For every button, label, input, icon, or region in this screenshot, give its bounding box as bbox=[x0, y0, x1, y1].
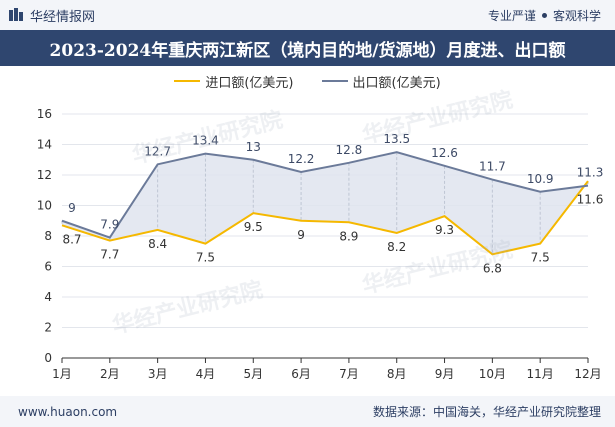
chart-legend: 进口额(亿美元) 出口额(亿美元) bbox=[0, 70, 615, 92]
data-label-import-8: 9.3 bbox=[435, 223, 454, 237]
footer: www.huaon.com 数据来源：中国海关，华经产业研究院整理 bbox=[0, 396, 615, 427]
fill-between-area bbox=[62, 152, 588, 255]
x-tick-label-5: 6月 bbox=[291, 367, 311, 381]
top-bar: 华经情报网 专业严谨 客观科学 bbox=[0, 0, 615, 30]
brand-logo-icon bbox=[9, 8, 23, 21]
legend-label-import: 进口额(亿美元) bbox=[205, 75, 294, 91]
x-tick-label-7: 8月 bbox=[387, 367, 407, 381]
data-label-export-10: 10.9 bbox=[527, 172, 554, 186]
data-label-export-11: 11.3 bbox=[577, 166, 604, 180]
data-label-export-5: 12.2 bbox=[288, 152, 315, 166]
footer-website[interactable]: www.huaon.com bbox=[18, 404, 118, 419]
y-tick-label-2: 4 bbox=[44, 290, 52, 304]
data-label-import-10: 7.5 bbox=[531, 251, 550, 265]
x-tick-label-3: 4月 bbox=[196, 367, 216, 381]
data-label-import-5: 9 bbox=[297, 228, 305, 242]
legend-swatch-export bbox=[321, 80, 348, 82]
data-label-import-3: 7.5 bbox=[196, 251, 215, 265]
series-line-0 bbox=[61, 180, 589, 256]
x-tick-label-2: 3月 bbox=[148, 367, 168, 381]
x-tick-label-10: 11月 bbox=[527, 367, 554, 381]
data-label-import-2: 8.4 bbox=[148, 237, 167, 251]
data-label-import-11: 11.6 bbox=[577, 193, 604, 207]
legend-swatch-import bbox=[174, 80, 201, 82]
brand[interactable]: 华经情报网 bbox=[8, 6, 95, 25]
data-label-export-7: 13.5 bbox=[383, 132, 410, 146]
chart-title: 2023-2024年重庆两江新区（境内目的地/货源地）月度进、出口额 bbox=[0, 30, 615, 66]
x-tick-label-0: 1月 bbox=[52, 367, 72, 381]
data-label-export-6: 12.8 bbox=[336, 143, 363, 157]
legend-item-export[interactable]: 出口额(亿美元) bbox=[321, 72, 441, 91]
y-tick-label-3: 6 bbox=[44, 260, 52, 274]
y-tick-label-7: 14 bbox=[37, 138, 52, 152]
data-label-import-0: 8.7 bbox=[62, 232, 81, 246]
data-label-export-1: 7.9 bbox=[100, 218, 119, 232]
y-tick-label-5: 10 bbox=[37, 199, 52, 213]
x-tick-label-9: 10月 bbox=[479, 367, 506, 381]
x-tick-label-4: 5月 bbox=[243, 367, 263, 381]
y-tick-label-8: 16 bbox=[37, 107, 52, 121]
data-label-import-1: 7.7 bbox=[100, 248, 119, 262]
y-tick-label-4: 8 bbox=[44, 229, 52, 243]
x-tick-label-6: 7月 bbox=[339, 367, 359, 381]
data-label-export-4: 13 bbox=[246, 140, 261, 154]
data-label-export-9: 11.7 bbox=[479, 160, 506, 174]
separator-dot-icon bbox=[541, 12, 547, 18]
x-tick-label-8: 9月 bbox=[435, 367, 455, 381]
tagline-right: 客观科学 bbox=[552, 8, 601, 23]
data-label-export-3: 13.4 bbox=[192, 134, 219, 148]
brand-name: 华经情报网 bbox=[30, 9, 96, 25]
data-label-import-9: 6.8 bbox=[483, 261, 502, 275]
legend-label-export: 出口额(亿美元) bbox=[352, 75, 441, 91]
series-line-1 bbox=[61, 151, 589, 239]
data-label-export-2: 12.7 bbox=[144, 144, 171, 158]
data-label-import-6: 8.9 bbox=[339, 229, 358, 243]
x-tick-label-1: 2月 bbox=[100, 367, 120, 381]
line-chart: 0 2 4 6 8 10 12 14 16 1月 2月 3月 4月 5月 6月 7月 8月 9月 10月 11月 12月… bbox=[37, 107, 604, 381]
y-tick-label-1: 2 bbox=[44, 321, 52, 335]
data-label-import-7: 8.2 bbox=[387, 240, 406, 254]
x-tick-label-11: 12月 bbox=[574, 367, 601, 381]
tagline-left: 专业严谨 bbox=[487, 8, 536, 23]
footer-source: 数据来源：中国海关，华经产业研究院整理 bbox=[372, 405, 601, 419]
data-label-export-8: 12.6 bbox=[431, 146, 458, 160]
data-label-export-0: 9 bbox=[68, 201, 76, 215]
legend-item-import[interactable]: 进口额(亿美元) bbox=[174, 72, 294, 91]
tagline: 专业严谨 客观科学 bbox=[488, 7, 601, 24]
y-tick-label-6: 12 bbox=[37, 168, 52, 182]
data-label-import-4: 9.5 bbox=[244, 220, 263, 234]
y-tick-label-0: 0 bbox=[44, 351, 52, 365]
